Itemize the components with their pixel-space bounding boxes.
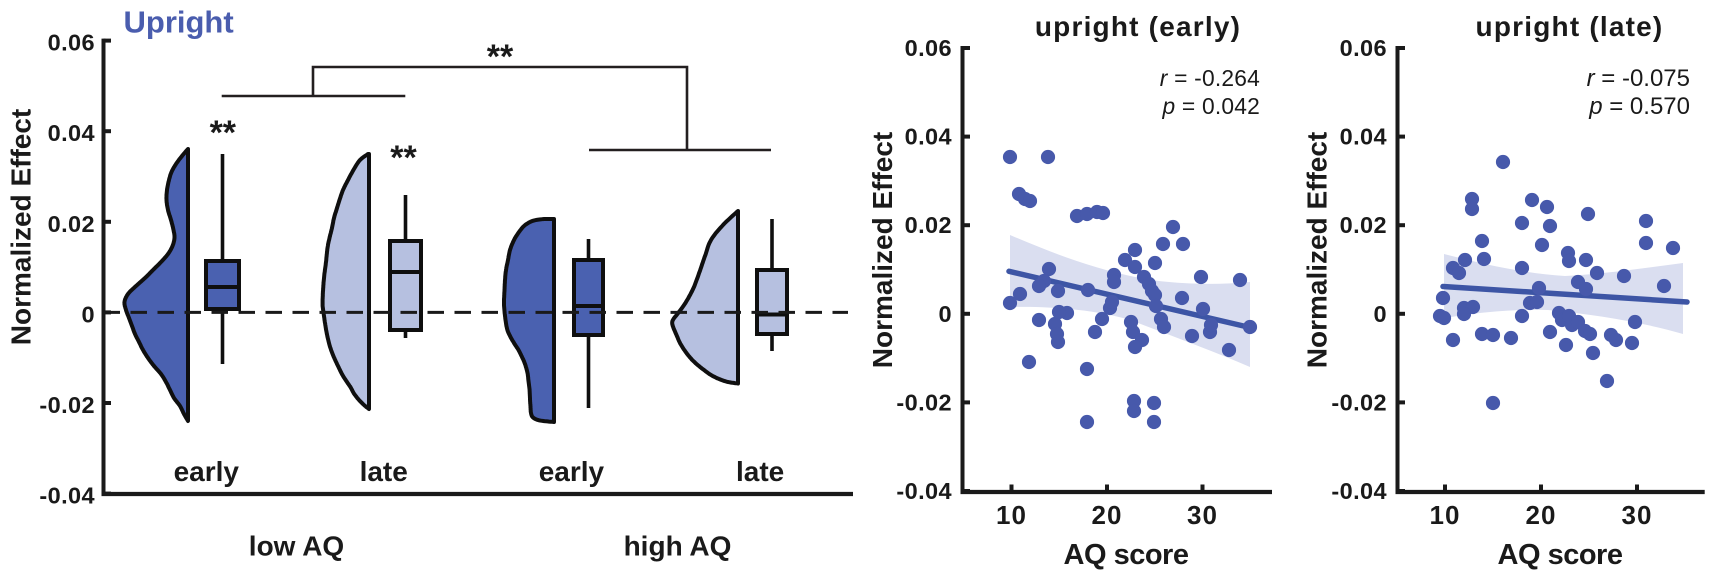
svg-text:p = 0.570: p = 0.570 [1588, 93, 1690, 120]
svg-text:-0.02: -0.02 [896, 389, 952, 415]
svg-text:20: 20 [1526, 500, 1557, 530]
svg-text:10: 10 [1430, 500, 1461, 530]
svg-text:0.04: 0.04 [1340, 124, 1387, 150]
svg-text:AQ score: AQ score [1498, 539, 1623, 571]
svg-text:0.02: 0.02 [48, 211, 95, 237]
svg-text:early: early [174, 456, 240, 487]
svg-text:r = -0.075: r = -0.075 [1587, 65, 1690, 92]
svg-text:**: ** [210, 114, 237, 152]
svg-text:-0.04: -0.04 [896, 478, 952, 504]
svg-text:early: early [539, 456, 605, 487]
svg-text:0.06: 0.06 [905, 35, 952, 61]
svg-text:low AQ: low AQ [249, 531, 344, 562]
svg-text:-0.02: -0.02 [1331, 389, 1387, 415]
svg-text:-0.04: -0.04 [1331, 478, 1387, 504]
svg-text:0.06: 0.06 [1340, 35, 1387, 61]
svg-text:0: 0 [1374, 301, 1387, 327]
svg-text:10: 10 [996, 500, 1027, 530]
svg-text:upright (early): upright (early) [1035, 11, 1241, 42]
svg-text:late: late [736, 456, 784, 487]
svg-text:**: ** [487, 38, 514, 76]
svg-text:0: 0 [939, 301, 952, 327]
svg-text:0.04: 0.04 [48, 120, 95, 146]
svg-text:Normalized Effect: Normalized Effect [1302, 132, 1333, 369]
svg-text:0.06: 0.06 [48, 30, 95, 56]
svg-text:Normalized Effect: Normalized Effect [5, 109, 36, 345]
svg-text:0.04: 0.04 [905, 124, 952, 150]
svg-text:upright (late): upright (late) [1476, 11, 1664, 42]
svg-text:AQ score: AQ score [1064, 539, 1189, 571]
svg-text:-0.04: -0.04 [39, 483, 95, 509]
svg-text:0: 0 [82, 301, 95, 327]
svg-text:late: late [360, 456, 408, 487]
svg-text:30: 30 [1187, 500, 1218, 530]
svg-text:**: ** [390, 139, 417, 177]
svg-text:20: 20 [1092, 500, 1123, 530]
svg-text:p = 0.042: p = 0.042 [1161, 93, 1260, 119]
svg-text:-0.02: -0.02 [39, 392, 95, 418]
svg-text:30: 30 [1622, 500, 1653, 530]
svg-text:high AQ: high AQ [624, 531, 732, 562]
svg-text:0.02: 0.02 [905, 212, 952, 238]
svg-text:r = -0.264: r = -0.264 [1160, 65, 1260, 91]
svg-text:0.02: 0.02 [1340, 212, 1387, 238]
svg-text:Normalized Effect: Normalized Effect [867, 132, 898, 369]
svg-text:Upright: Upright [124, 5, 234, 40]
